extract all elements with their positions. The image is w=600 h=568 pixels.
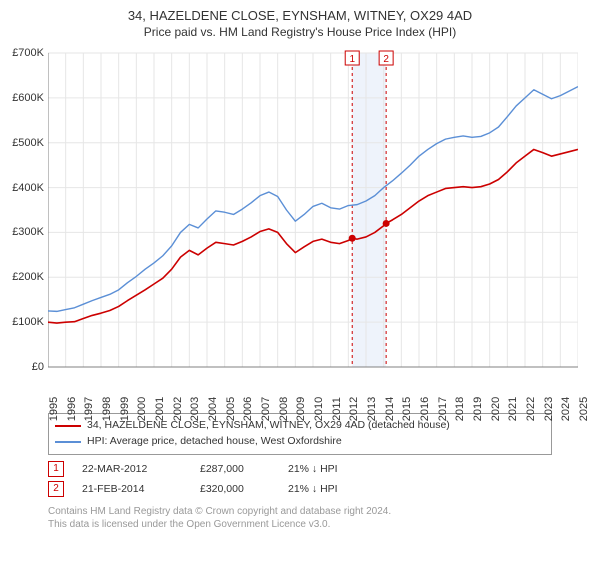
event-marker-icon: 1 [48, 461, 64, 477]
x-axis-tick-label: 2014 [384, 397, 396, 421]
event-delta: 21% ↓ HPI [288, 483, 338, 495]
events-table: 1 22-MAR-2012 £287,000 21% ↓ HPI 2 21-FE… [48, 459, 552, 499]
event-row: 1 22-MAR-2012 £287,000 21% ↓ HPI [48, 459, 552, 479]
x-axis-tick-label: 1998 [101, 397, 113, 421]
x-axis-tick-label: 2019 [472, 397, 484, 421]
y-axis-tick-label: £300K [12, 226, 48, 238]
x-axis-tick-label: 2002 [172, 397, 184, 421]
y-axis-tick-label: £400K [12, 182, 48, 194]
x-axis-tick-label: 2008 [278, 397, 290, 421]
x-axis-tick-label: 2022 [525, 397, 537, 421]
legend-label: HPI: Average price, detached house, West… [87, 434, 342, 450]
event-marker-icon: 2 [48, 481, 64, 497]
x-axis-tick-label: 2013 [366, 397, 378, 421]
y-axis-tick-label: £700K [12, 47, 48, 59]
x-axis-tick-label: 2003 [189, 397, 201, 421]
x-axis-tick-label: 2024 [560, 397, 572, 421]
x-axis-tick-label: 2020 [490, 397, 502, 421]
x-axis-tick-label: 2011 [331, 397, 343, 421]
legend-item: HPI: Average price, detached house, West… [55, 434, 545, 450]
legend-swatch [55, 425, 81, 427]
footer-attribution: Contains HM Land Registry data © Crown c… [48, 505, 552, 531]
chart-subtitle: Price paid vs. HM Land Registry's House … [0, 25, 600, 39]
x-axis-tick-label: 2016 [419, 397, 431, 421]
x-axis-tick-label: 2007 [260, 397, 272, 421]
x-axis-tick-label: 2017 [437, 397, 449, 421]
x-axis-tick-label: 2025 [578, 397, 590, 421]
x-axis-tick-label: 1996 [66, 397, 78, 421]
x-axis-tick-label: 2004 [207, 397, 219, 421]
x-axis-tick-label: 1997 [83, 397, 95, 421]
y-axis-tick-label: £500K [12, 137, 48, 149]
event-date: 21-FEB-2014 [82, 483, 182, 495]
x-axis-tick-label: 2010 [313, 397, 325, 421]
event-price: £320,000 [200, 483, 270, 495]
x-axis-tick-label: 1999 [119, 397, 131, 421]
x-axis-tick-label: 2000 [136, 397, 148, 421]
x-axis-tick-label: 1995 [48, 397, 60, 421]
event-row: 2 21-FEB-2014 £320,000 21% ↓ HPI [48, 479, 552, 499]
footer-line: Contains HM Land Registry data © Crown c… [48, 505, 552, 518]
svg-text:1: 1 [349, 54, 355, 65]
x-axis-tick-label: 2001 [154, 397, 166, 421]
event-date: 22-MAR-2012 [82, 463, 182, 475]
y-axis-tick-label: £100K [12, 316, 48, 328]
svg-text:2: 2 [383, 54, 389, 65]
x-axis-tick-label: 2015 [401, 397, 413, 421]
x-axis-tick-label: 2012 [348, 397, 360, 421]
event-delta: 21% ↓ HPI [288, 463, 338, 475]
event-price: £287,000 [200, 463, 270, 475]
footer-line: This data is licensed under the Open Gov… [48, 518, 552, 531]
x-axis-tick-label: 2005 [225, 397, 237, 421]
x-axis-tick-label: 2009 [295, 397, 307, 421]
y-axis-tick-label: £600K [12, 92, 48, 104]
line-chart: 12 [48, 43, 578, 373]
legend-swatch [55, 441, 81, 443]
x-axis-tick-label: 2023 [543, 397, 555, 421]
y-axis-tick-label: £0 [32, 361, 48, 373]
chart-title: 34, HAZELDENE CLOSE, EYNSHAM, WITNEY, OX… [0, 8, 600, 23]
x-axis-tick-label: 2006 [242, 397, 254, 421]
x-axis-tick-label: 2018 [454, 397, 466, 421]
x-axis-tick-label: 2021 [507, 397, 519, 421]
chart-area: 12 £0£100K£200K£300K£400K£500K£600K£700K… [48, 43, 578, 405]
y-axis-tick-label: £200K [12, 271, 48, 283]
